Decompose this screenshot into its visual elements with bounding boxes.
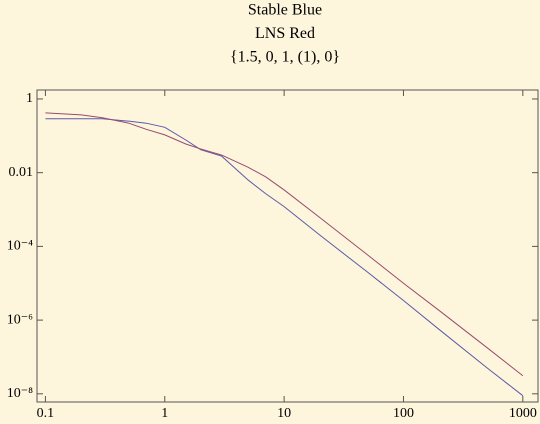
chart-title: Stable Blue bbox=[248, 2, 322, 19]
y-tick-label: 10⁻⁸ bbox=[7, 386, 33, 401]
series-line bbox=[45, 112, 524, 377]
y-tick-label: 1 bbox=[26, 91, 33, 106]
x-tick-label: 10 bbox=[277, 406, 291, 421]
x-tick-label: 100 bbox=[393, 406, 414, 421]
series-line bbox=[45, 118, 524, 397]
x-tick-label: 1 bbox=[161, 406, 168, 421]
chart-title: LNS Red bbox=[255, 25, 315, 42]
y-tick-label: 10⁻⁴ bbox=[7, 239, 33, 254]
x-tick-label: 0.1 bbox=[37, 406, 55, 421]
chart-title: {1.5, 0, 1, (1), 0} bbox=[230, 49, 340, 66]
y-tick-label: 10⁻⁶ bbox=[7, 312, 33, 327]
y-tick-label: 0.01 bbox=[9, 165, 34, 180]
x-tick-label: 1000 bbox=[509, 406, 537, 421]
